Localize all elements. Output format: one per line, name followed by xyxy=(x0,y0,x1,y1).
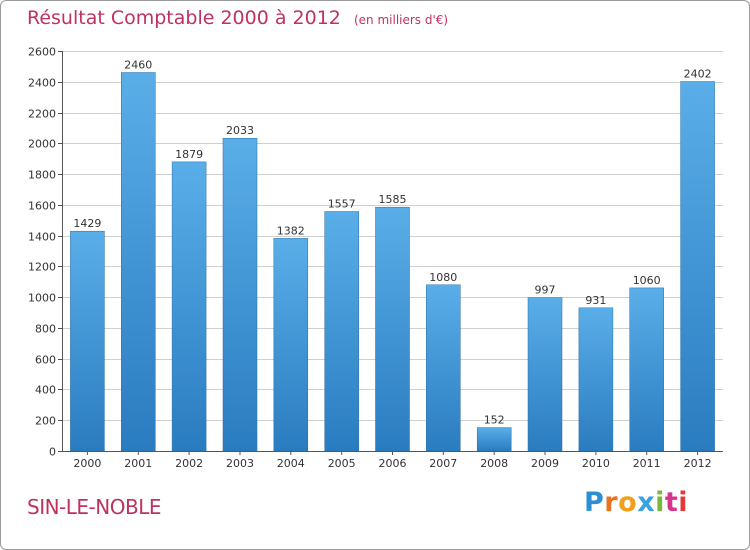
x-tick-label: 2007 xyxy=(429,457,457,470)
bars xyxy=(70,72,715,452)
value-label: 152 xyxy=(484,414,505,427)
y-tick-label: 2400 xyxy=(28,77,56,90)
y-tick-label: 1200 xyxy=(28,261,56,274)
value-label: 1382 xyxy=(277,224,305,237)
value-label: 997 xyxy=(535,284,556,297)
x-tick-label: 2000 xyxy=(73,457,101,470)
y-tick-label: 400 xyxy=(35,384,56,397)
bar-2000 xyxy=(70,230,105,452)
x-tick-label: 2012 xyxy=(684,457,712,470)
bar-2008 xyxy=(476,427,512,452)
chart-title: Résultat Comptable 2000 à 2012 xyxy=(27,7,341,29)
value-label: 931 xyxy=(585,294,606,307)
bar-2003 xyxy=(222,137,258,452)
chart-subtitle: (en milliers d'€) xyxy=(353,13,449,27)
bar-2004 xyxy=(273,238,309,452)
bar-2005 xyxy=(324,211,359,452)
bar-2006 xyxy=(375,206,410,452)
bar-2002 xyxy=(171,161,207,452)
y-tick-label: 1600 xyxy=(28,200,56,213)
x-tick-label: 2003 xyxy=(226,457,254,470)
x-tick-label: 2006 xyxy=(379,457,407,470)
logo-letter: x xyxy=(637,487,656,518)
value-label: 1879 xyxy=(175,148,203,161)
value-label: 1557 xyxy=(328,198,356,211)
y-tick-label: 800 xyxy=(35,323,56,336)
y-tick-label: 200 xyxy=(35,415,56,428)
y-tick-label: 2000 xyxy=(28,138,56,151)
x-tick-label: 2010 xyxy=(582,457,610,470)
logo-letter: t xyxy=(664,487,679,518)
x-tick-label: 2001 xyxy=(124,457,152,470)
value-label: 1585 xyxy=(379,193,407,206)
x-tick-label: 2008 xyxy=(480,457,508,470)
proxiti-logo: Proxiti xyxy=(584,487,688,518)
value-label: 1060 xyxy=(633,274,661,287)
axes: 0 200 400 600 800 1000 1200 1400 1600 1800 2000 220… xyxy=(28,46,723,470)
bar-2010 xyxy=(578,307,614,452)
bar-2007 xyxy=(426,284,461,452)
x-tick-label: 2009 xyxy=(531,457,559,470)
bar-2012 xyxy=(680,81,715,452)
commune-name: SIN-LE-NOBLE xyxy=(27,495,161,519)
value-label: 2033 xyxy=(226,124,254,137)
x-tick-label: 2011 xyxy=(633,457,661,470)
logo-letter: o xyxy=(618,487,638,518)
x-tick-label: 2005 xyxy=(328,457,356,470)
value-label: 1429 xyxy=(73,217,101,230)
value-label: 1080 xyxy=(429,271,457,284)
chart-title-block: Résultat Comptable 2000 à 2012 (en milli… xyxy=(27,7,448,29)
y-tick-label: 2600 xyxy=(28,46,56,59)
bar-2001 xyxy=(121,72,156,452)
y-tick-label: 2200 xyxy=(28,108,56,121)
logo-letter: i xyxy=(655,487,665,518)
x-tick-label: 2002 xyxy=(175,457,203,470)
bar-2009 xyxy=(527,297,563,452)
value-label: 2402 xyxy=(684,68,712,81)
x-tick-label: 2004 xyxy=(277,457,305,470)
logo-letter: P xyxy=(584,487,605,518)
y-tick-label: 0 xyxy=(49,446,56,459)
bar-2011 xyxy=(629,287,664,452)
y-tick-label: 1000 xyxy=(28,292,56,305)
value-labels: 1429 2460 1879 2033 1382 1557 1585 1080 152 997 93… xyxy=(73,59,711,427)
y-tick-label: 1400 xyxy=(28,231,56,244)
value-label: 2460 xyxy=(124,59,152,72)
logo-letter: r xyxy=(604,487,619,518)
y-tick-label: 600 xyxy=(35,354,56,367)
y-tick-label: 1800 xyxy=(28,169,56,182)
logo-letter: i xyxy=(678,487,689,518)
